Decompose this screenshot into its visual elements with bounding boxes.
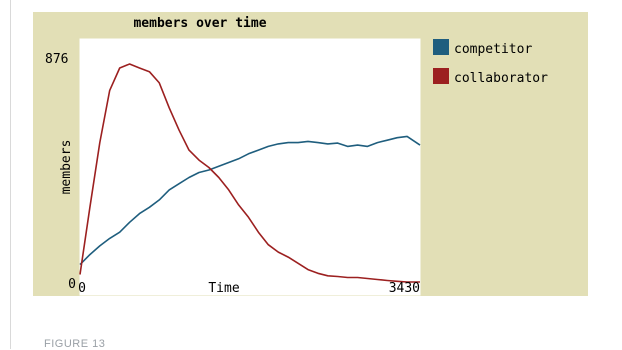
members-over-time-chart: members over time 876 0 members 0 Time 3…: [45, 16, 548, 296]
legend-label-competitor: competitor: [454, 42, 532, 57]
page-left-rule: [10, 0, 11, 349]
legend-swatch-competitor: [433, 39, 449, 55]
y-axis-label: members: [59, 140, 74, 195]
legend-swatch-collaborator: [433, 68, 449, 84]
figure-caption: FIGURE 13: [44, 338, 106, 350]
series-layer: [79, 63, 421, 283]
legend-label-collaborator: collaborator: [454, 71, 548, 86]
y-tick-label-min: 0: [68, 277, 76, 292]
legend: competitor collaborator: [433, 39, 548, 86]
plot-area: [79, 38, 421, 296]
series-line-collaborator: [79, 63, 420, 283]
x-axis-label: Time: [208, 281, 239, 296]
x-tick-label-min: 0: [78, 281, 86, 296]
y-tick-label-max: 876: [45, 52, 68, 67]
chart-title: members over time: [133, 16, 266, 31]
x-tick-label-max: 3430: [389, 281, 420, 296]
plot-widget: members over time 876 0 members 0 Time 3…: [33, 12, 588, 296]
series-line-competitor: [79, 135, 421, 266]
